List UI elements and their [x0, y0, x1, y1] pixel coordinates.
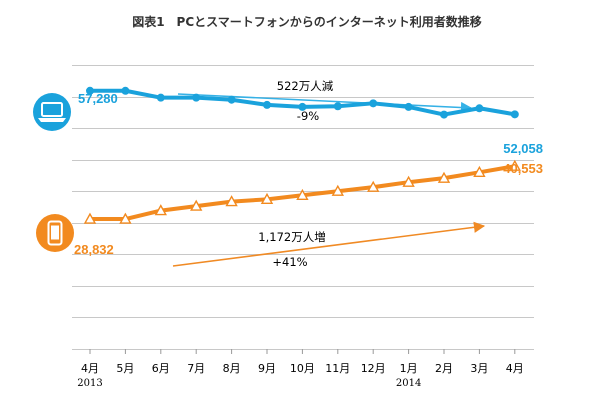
smartphone-data-point	[402, 175, 415, 187]
smartphone-data-point	[119, 212, 132, 224]
pc-data-point	[333, 102, 342, 111]
x-tick-label: 10月	[290, 362, 315, 375]
smartphone-data-point	[508, 159, 521, 171]
trend-arrows: 522万人減 -9% 1,172万人増 +41%	[172, 79, 486, 269]
pc-end-label: 52,058	[503, 141, 543, 156]
smartphone-data-point	[473, 165, 486, 177]
x-tick-label: 3月	[470, 362, 488, 375]
pc-data-point	[227, 95, 236, 104]
smartphone-data-point	[190, 199, 203, 211]
smartphone-change-annotation: 1,172万人増	[258, 230, 325, 244]
smartphone-data-point	[83, 212, 97, 224]
pc-change-annotation: 522万人減	[277, 79, 334, 93]
smartphone-end-label: 40,553	[503, 161, 543, 176]
smartphone-data-point	[154, 204, 167, 216]
series-icons	[33, 93, 74, 252]
pc-data-point	[156, 93, 165, 102]
x-tick-label: 2月	[435, 362, 453, 375]
smartphone-data-point	[260, 192, 274, 205]
laptop-screen	[41, 102, 63, 117]
smartphone-data-point	[296, 188, 309, 200]
year-label: 2014	[396, 378, 421, 389]
smartphone-screen	[51, 225, 59, 240]
smartphone-change-annotation: +41%	[272, 255, 307, 269]
pc-data-point	[121, 86, 130, 95]
x-tick-label: 11月	[325, 362, 350, 375]
pc-data-point	[475, 104, 484, 113]
laptop-base	[38, 118, 66, 122]
pc-data-point	[404, 102, 413, 111]
pc-data-point	[298, 102, 307, 111]
x-tick-label: 4月	[506, 362, 524, 375]
smartphone-data-point	[367, 180, 380, 192]
pc-data-point	[440, 110, 448, 119]
smartphone-data-point	[331, 184, 344, 196]
x-tick-label: 6月	[152, 362, 170, 375]
smartphone-trend-arrow	[172, 221, 486, 267]
pc-change-annotation: -9%	[297, 109, 319, 123]
smartphone-icon	[36, 214, 74, 252]
pc-data-point	[369, 99, 378, 108]
year-label: 2013	[77, 378, 102, 389]
series-lines	[83, 86, 521, 224]
pc-data-point	[86, 86, 94, 95]
pc-data-point	[510, 110, 519, 119]
x-tick-label: 9月	[258, 362, 276, 375]
pc-start-label: 57,280	[78, 91, 118, 106]
x-tick-label: 8月	[223, 362, 241, 375]
smartphone-start-label: 28,832	[74, 242, 114, 257]
pc-trend-arrow	[177, 93, 473, 114]
x-tick-label: 4月	[81, 362, 99, 375]
laptop-icon	[33, 93, 71, 131]
x-tick-label: 5月	[116, 362, 134, 375]
x-tick-label: 1月	[400, 362, 418, 375]
x-axis: 4月 5月 6月 7月 8月 9月 10月 11月 12月 1月 2月 3月 4月 2013 2014	[77, 349, 524, 389]
smartphone-data-point	[437, 171, 451, 183]
chart-title: 図表1 PCとスマートフォンからのインターネット利用者数推移	[132, 14, 482, 29]
value-labels: 57,280 52,058 28,832 40,553	[74, 91, 543, 257]
x-tick-label: 12月	[361, 362, 386, 375]
pc-data-point	[263, 100, 271, 109]
x-tick-label: 7月	[187, 362, 205, 375]
smartphone-body	[47, 220, 63, 246]
pc-data-point	[192, 93, 201, 102]
laptop-icon-circle	[33, 93, 71, 131]
smartphone-data-point	[225, 195, 238, 207]
